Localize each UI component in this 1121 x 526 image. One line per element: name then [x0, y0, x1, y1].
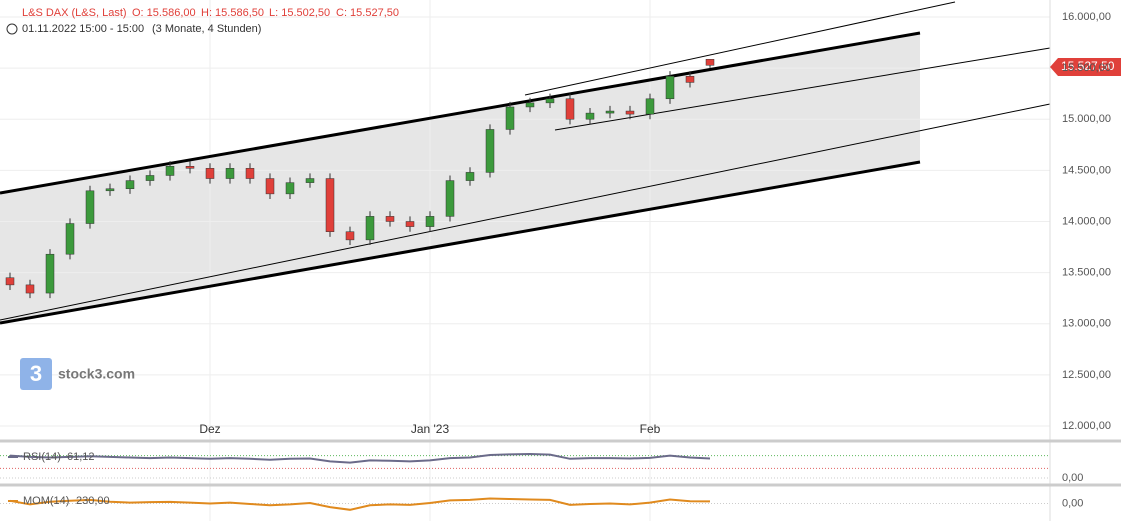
y-tick-label: 12.000,00: [1062, 420, 1111, 432]
candle-body: [425, 216, 435, 227]
candle-body: [685, 76, 695, 83]
y-tick-label: 14.500,00: [1062, 164, 1111, 176]
candle-body: [265, 178, 275, 195]
candle-body: [65, 223, 75, 255]
x-tick-label: Dez: [199, 422, 220, 436]
indicator-name: MOM(14): [23, 495, 69, 507]
date-range: 01.11.2022 15:00 - 15:00: [22, 23, 144, 35]
candle-body: [285, 182, 295, 195]
close-label: C: 15.527,50: [336, 7, 399, 19]
candle-body: [565, 98, 575, 120]
candle-body: [505, 106, 515, 130]
candle-body: [665, 76, 675, 100]
indicator-name: RSI(14): [23, 451, 61, 463]
indicator-line: [9, 452, 711, 464]
candle-body: [85, 190, 95, 224]
logo-box: [20, 358, 52, 390]
trend-line: [524, 1, 956, 96]
candle-body: [125, 180, 135, 190]
watermark: stock3.com: [58, 366, 135, 382]
channel-upper: [0, 31, 921, 195]
candle-body: [545, 98, 555, 104]
candle-body: [625, 110, 635, 115]
candle-body: [405, 221, 415, 227]
last-price: 15.527,50: [1061, 59, 1115, 73]
indicator-value: 61,12: [67, 451, 95, 463]
price-tag: [1050, 58, 1121, 76]
candle-body: [585, 112, 595, 120]
candle-body: [345, 231, 355, 241]
candle-body: [245, 168, 255, 179]
low-label: L: 15.502,50: [269, 7, 330, 19]
clock-icon: [6, 23, 18, 35]
open-label: O: 15.586,00: [132, 7, 196, 19]
y-tick-label: 15.000,00: [1062, 113, 1111, 125]
candle-body: [525, 102, 535, 108]
candle-body: [645, 98, 655, 115]
candle-body: [205, 168, 215, 179]
candle-body: [305, 178, 315, 183]
indicator-line: [9, 497, 711, 511]
candle-body: [325, 178, 335, 232]
y-tick-label: 0,00: [1062, 472, 1083, 484]
y-tick-label: 13.500,00: [1062, 267, 1111, 279]
period: (3 Monate, 4 Stunden): [152, 23, 261, 35]
candle-body: [705, 59, 715, 66]
channel-lower: [0, 160, 921, 325]
x-tick-label: Jan '23: [411, 422, 450, 436]
symbol: L&S DAX (L&S, Last): [22, 7, 127, 19]
candle-body: [485, 129, 495, 173]
candle-body: [445, 180, 455, 217]
y-tick-label: 13.000,00: [1062, 318, 1111, 330]
candle-body: [605, 110, 615, 114]
logo-mark: 3: [30, 361, 42, 386]
candle-body: [225, 168, 235, 179]
candle-body: [145, 175, 155, 181]
candle-body: [165, 166, 175, 176]
candle-body: [385, 216, 395, 222]
logo: 3 stock3.com: [20, 358, 135, 390]
y-tick-label: 16.000,00: [1062, 11, 1111, 23]
candle-body: [185, 166, 195, 169]
y-tick-label: 15.500,00: [1062, 62, 1111, 74]
y-tick-label: 0,00: [1062, 497, 1083, 509]
y-tick-label: 14.000,00: [1062, 215, 1111, 227]
candle-body: [365, 216, 375, 241]
grid: [0, 0, 1050, 521]
channel-fill: [0, 33, 920, 323]
x-tick-label: Feb: [640, 422, 661, 436]
candle-body: [105, 188, 115, 192]
indicator-value: 230,00: [76, 495, 110, 507]
candle-body: [45, 253, 55, 294]
trend-line: [554, 47, 1051, 131]
trend-line: [0, 103, 1051, 321]
candle-body: [465, 172, 475, 181]
high-label: H: 15.586,50: [201, 7, 264, 19]
candle-body: [25, 284, 35, 294]
y-tick-label: 12.500,00: [1062, 369, 1111, 381]
candle-body: [5, 277, 15, 286]
